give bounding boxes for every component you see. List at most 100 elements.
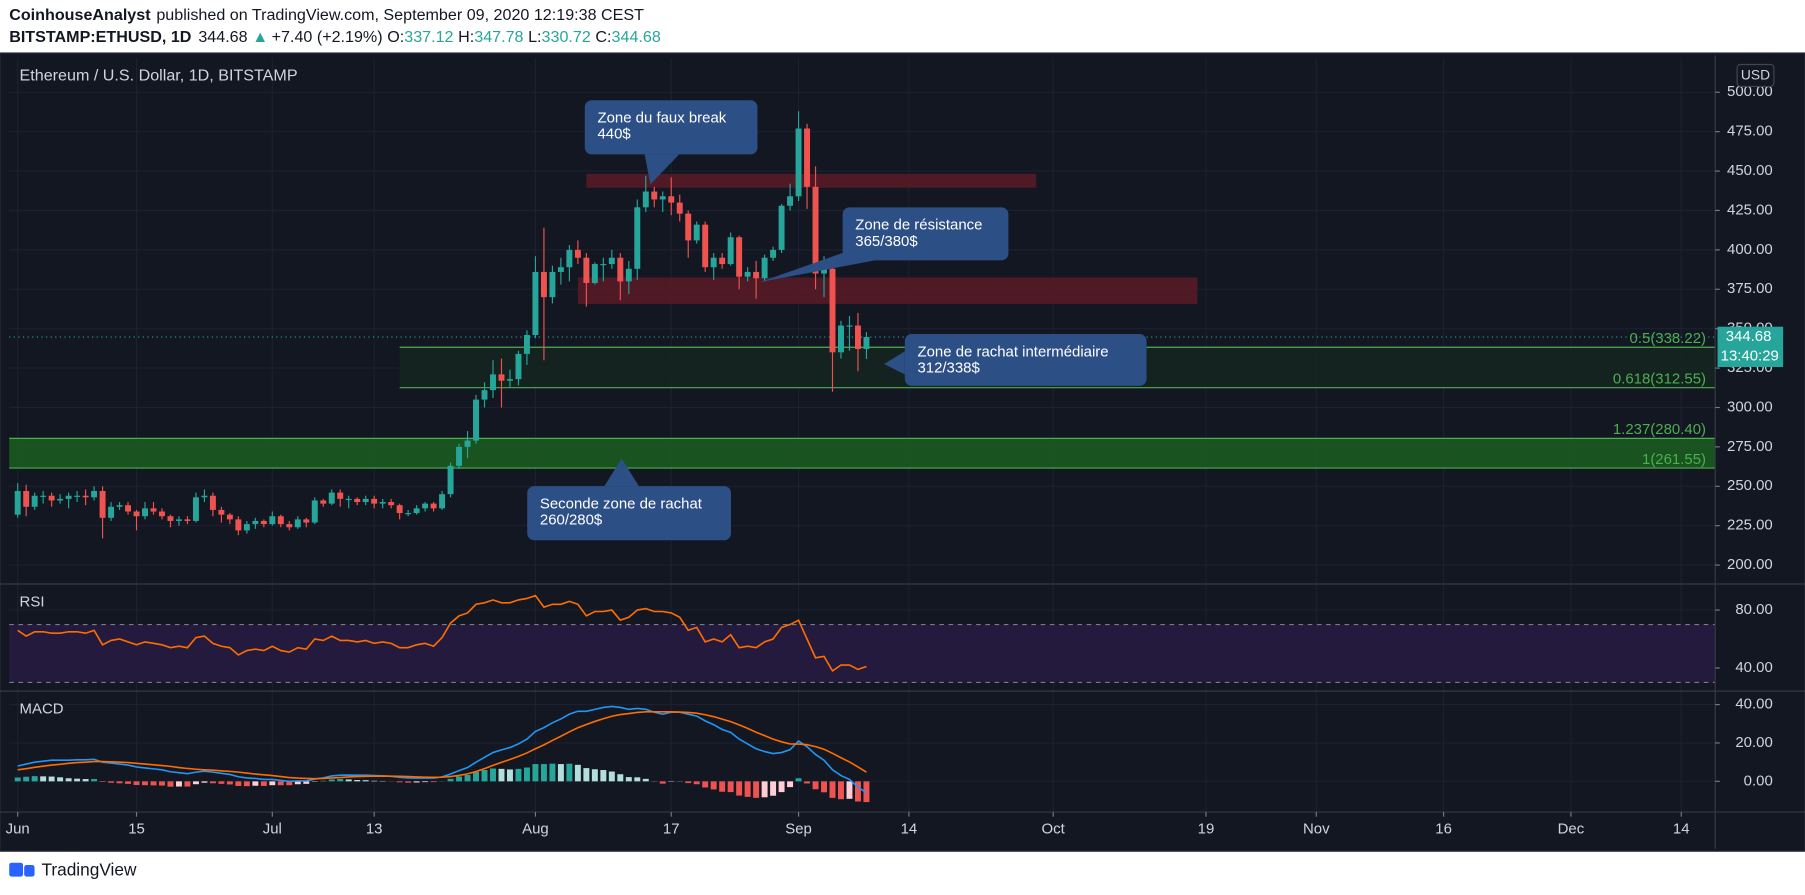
callout-box (584, 100, 758, 155)
candle-body (226, 514, 233, 520)
histogram-bar (736, 781, 743, 796)
ohlc-value: 344.68 (612, 28, 661, 46)
histogram-bar (608, 771, 615, 782)
x-tick-label: Nov (1303, 820, 1330, 837)
candle-body (142, 508, 148, 517)
callout-box (527, 486, 731, 541)
histogram-bar (507, 769, 513, 782)
histogram-bar (209, 781, 216, 784)
histogram-bar (40, 776, 47, 782)
histogram-bar (549, 763, 556, 782)
y-tick-label: 40.00 (1735, 696, 1772, 713)
histogram-bar (685, 781, 692, 784)
histogram-bar (523, 767, 530, 782)
author: CoinhouseAnalyst (9, 6, 151, 24)
pane-title: MACD (20, 700, 64, 717)
candle-body (676, 202, 683, 214)
candle-body (328, 492, 335, 504)
x-tick-label: 16 (1435, 820, 1452, 837)
candle-body (252, 520, 259, 525)
logo-icon (24, 865, 35, 877)
histogram-bar (125, 781, 132, 784)
candle-body (617, 257, 624, 282)
histogram-bar (14, 777, 21, 782)
candle-body (269, 516, 276, 525)
candle-body (736, 237, 743, 277)
callout-box (904, 334, 1147, 386)
candle-body (821, 268, 827, 274)
candle-body (91, 491, 98, 498)
callout-pointer (884, 351, 905, 375)
candle-body (260, 520, 267, 525)
histogram-bar (481, 770, 488, 782)
histogram-bar (854, 781, 861, 802)
callout-pointer (604, 458, 639, 487)
histogram-bar (396, 781, 403, 783)
candle-body (770, 249, 777, 258)
logo-icon (9, 862, 24, 877)
histogram-bar (294, 781, 301, 785)
candle-body (31, 495, 38, 507)
candle-body (787, 196, 794, 206)
tradingview-logo (9, 862, 35, 877)
candle-body (761, 257, 768, 279)
candle-body (99, 491, 106, 518)
histogram-bar (354, 780, 361, 782)
candle-body (854, 325, 861, 349)
candle-body (159, 511, 165, 517)
pane-title: RSI (20, 593, 45, 610)
symbol: BITSTAMP:ETHUSD, 1D (9, 28, 191, 46)
currency: USD (1741, 67, 1770, 83)
histogram-bar (634, 777, 641, 782)
candle-body (523, 334, 530, 354)
histogram-bar (345, 779, 352, 782)
histogram-bar (413, 781, 420, 783)
y-tick-label: 275.00 (1727, 438, 1773, 455)
change: +7.40 (+2.19%) (272, 28, 383, 46)
candle-body (804, 128, 811, 187)
candle-body (116, 505, 123, 507)
candle-body (413, 508, 420, 514)
candle-body (685, 213, 692, 241)
histogram-bar (252, 781, 259, 786)
histogram-bar (422, 781, 429, 783)
candle-body (201, 495, 208, 498)
x-tick-label: Oct (1042, 820, 1066, 837)
callout-box (842, 207, 1009, 261)
candle-body (753, 271, 760, 279)
candle-body (303, 519, 310, 523)
x-tick-label: 19 (1198, 820, 1215, 837)
x-tick-label: Aug (522, 820, 549, 837)
zone (586, 173, 1037, 188)
histogram-bar (286, 781, 293, 786)
histogram-bar (456, 776, 463, 782)
candle-body (243, 524, 250, 531)
candle-body (184, 519, 191, 521)
histogram-bar (337, 779, 344, 782)
candle-body (108, 506, 115, 518)
candle-body (456, 446, 463, 466)
candle-body (439, 494, 446, 509)
candle-body (710, 257, 717, 268)
candle-body (795, 128, 802, 197)
histogram-bar (108, 781, 115, 783)
histogram-bar (473, 771, 479, 782)
histogram-bar (430, 781, 437, 783)
histogram-bar (795, 778, 802, 782)
candle-body (498, 374, 505, 381)
candle-body (125, 505, 132, 512)
y-tick-label: 80.00 (1735, 601, 1772, 618)
y-tick-label: 500.00 (1727, 83, 1773, 100)
y-tick-label: 200.00 (1727, 556, 1773, 573)
candle-body (812, 186, 819, 274)
y-tick-label: 20.00 (1735, 734, 1772, 751)
histogram-bar (99, 781, 106, 782)
countdown: 13:40:29 (1721, 348, 1779, 365)
candle-body (659, 196, 666, 200)
y-tick-label: 375.00 (1727, 280, 1773, 297)
candle-body (192, 497, 199, 521)
footer-brand: TradingView (41, 859, 137, 879)
candle-body (23, 491, 30, 507)
candle-body (532, 271, 539, 335)
